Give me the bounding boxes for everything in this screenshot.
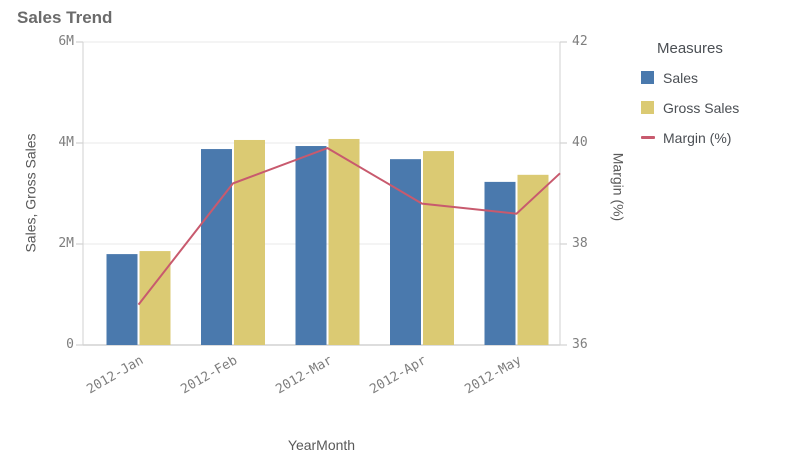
legend-color-swatch [641, 71, 654, 84]
right-axis-tick-label: 36 [572, 337, 588, 352]
right-axis-tick-label: 42 [572, 34, 588, 49]
legend: Measures Sales Gross Sales Margin (%) [641, 40, 739, 161]
x-axis-label-2012-Mar[interactable]: 2012-Mar [273, 353, 335, 398]
legend-items: Sales Gross Sales Margin (%) [641, 69, 740, 146]
bar-gross-sales-2012-May[interactable] [517, 174, 549, 345]
left-axis-tick-label: 4M [58, 135, 74, 150]
legend-item-margin-[interactable]: Margin (%) [641, 129, 739, 146]
x-axis-label-2012-May[interactable]: 2012-May [462, 353, 524, 398]
legend-item-label: Gross Sales [663, 99, 740, 116]
legend-item-sales[interactable]: Sales [641, 69, 739, 86]
bar-gross-sales-2012-Apr[interactable] [423, 151, 454, 345]
legend-title: Measures [657, 40, 723, 57]
x-axis-label-2012-Feb[interactable]: 2012-Feb [178, 353, 241, 398]
bar-sales-2012-Mar[interactable] [295, 146, 327, 345]
plot-area [76, 41, 567, 346]
legend-item-label: Sales [663, 69, 699, 86]
x-axis-label-2012-Apr[interactable]: 2012-Apr [367, 353, 430, 398]
x-axis-label-2012-Jan[interactable]: 2012-Jan [84, 353, 146, 398]
left-axis-tick-label: 6M [58, 34, 74, 49]
bar-sales-2012-May[interactable] [484, 181, 516, 345]
left-axis-tick-label: 0 [66, 337, 74, 352]
right-axis-title: Margin (%) [610, 152, 627, 222]
x-axis-title: YearMonth [287, 437, 356, 453]
legend-line-swatch [641, 136, 655, 139]
left-axis-tick-label: 2M [58, 236, 74, 251]
right-axis-tick-label: 40 [572, 135, 588, 150]
legend-item-label: Margin (%) [663, 129, 732, 146]
bar-gross-sales-2012-Mar[interactable] [328, 138, 360, 345]
right-axis-tick-label: 38 [572, 236, 588, 251]
bar-sales-2012-Jan[interactable] [106, 254, 138, 345]
legend-item-gross-sales[interactable]: Gross Sales [641, 99, 740, 116]
bar-sales-2012-Feb[interactable] [201, 149, 232, 345]
chart-title: Sales Trend [17, 8, 113, 27]
legend-color-swatch [641, 101, 654, 114]
bar-gross-sales-2012-Feb[interactable] [234, 139, 265, 345]
left-axis-title: Sales, Gross Sales [22, 133, 39, 253]
line-margin-percent[interactable] [137, 146, 561, 306]
bar-sales-2012-Apr[interactable] [390, 159, 421, 345]
